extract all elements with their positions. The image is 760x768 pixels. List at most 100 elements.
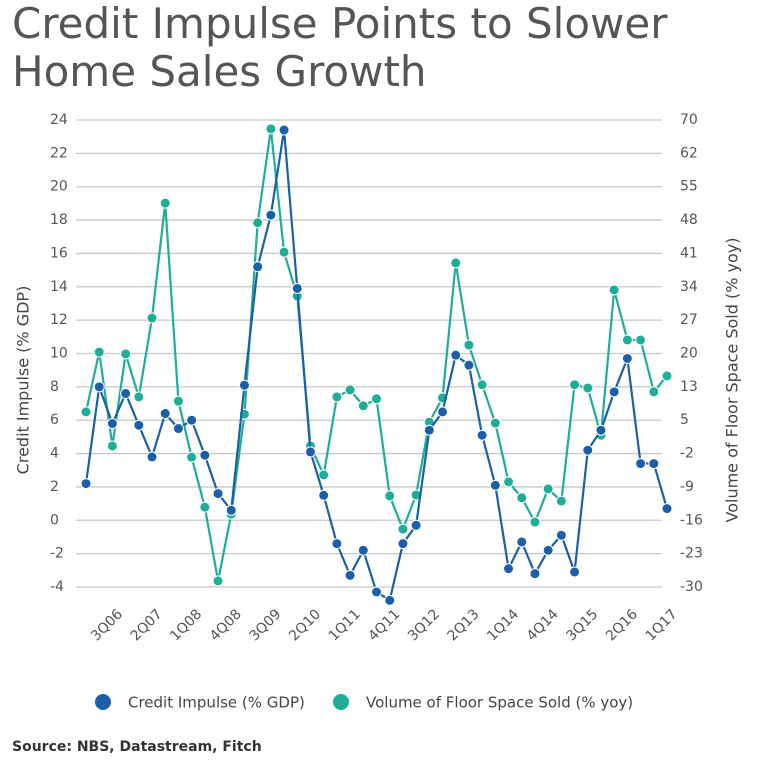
data-point [555, 529, 567, 541]
data-point [595, 424, 607, 436]
y-tick-label: 0 [50, 512, 59, 528]
data-point [225, 504, 237, 516]
data-point [199, 449, 211, 461]
y-tick-label: 6 [50, 412, 59, 428]
y-tick-label: 2 [50, 479, 59, 495]
data-point [344, 384, 356, 396]
data-point [252, 217, 264, 229]
y2-tick-label: -9 [680, 479, 694, 495]
data-point [608, 386, 620, 398]
x-tick-label: 1Q08 [167, 606, 205, 644]
data-point [120, 388, 132, 400]
data-point [661, 503, 673, 515]
data-point [516, 492, 528, 504]
y2-tick-label: 34 [680, 279, 698, 295]
data-point [371, 393, 382, 405]
y-tick-label: 14 [50, 279, 68, 295]
data-point [252, 261, 264, 273]
data-point [542, 483, 554, 495]
data-point [199, 501, 211, 513]
data-point [344, 569, 356, 581]
data-point [93, 346, 105, 358]
data-point [80, 478, 92, 490]
data-point [476, 379, 488, 391]
x-tick-label: 4Q11 [365, 606, 403, 644]
data-point [476, 429, 488, 441]
data-point [331, 538, 343, 550]
data-point [371, 586, 382, 598]
y2-tick-label: 70 [680, 112, 698, 128]
data-point [212, 575, 224, 587]
y-tick-label: 10 [50, 346, 68, 362]
x-tick-label: 1Q17 [643, 606, 681, 644]
data-point [318, 469, 330, 481]
data-point [278, 246, 290, 258]
data-point [516, 536, 528, 548]
y2-tick-label: 62 [680, 145, 698, 161]
data-point [304, 446, 316, 458]
data-point [238, 379, 250, 391]
data-point [621, 353, 633, 365]
data-point [265, 209, 277, 221]
y2-tick-label: -16 [680, 512, 703, 528]
data-point [278, 124, 290, 136]
y-tick-label: 18 [50, 212, 68, 228]
data-point [423, 424, 435, 436]
data-point [146, 312, 158, 324]
data-point [397, 523, 409, 535]
data-point [569, 379, 581, 391]
x-tick-label: 1Q14 [484, 606, 522, 644]
y2-tick-label: -2 [680, 446, 694, 462]
data-point [291, 282, 303, 294]
data-point [489, 417, 501, 429]
x-tick-label: 2Q10 [286, 606, 324, 644]
x-tick-label: 3Q06 [88, 606, 126, 644]
data-point [582, 444, 594, 456]
data-point [384, 594, 396, 606]
y-tick-label: 20 [50, 179, 68, 195]
data-point [146, 451, 158, 463]
data-point [186, 414, 198, 426]
chart-title: Credit Impulse Points to Slower [12, 0, 668, 48]
y-tick-label: -2 [50, 546, 64, 562]
data-point [120, 348, 132, 360]
data-point [582, 382, 594, 394]
x-tick-label: 3Q12 [405, 606, 443, 644]
y2-tick-label: -30 [680, 579, 703, 595]
x-tick-label: 2Q16 [603, 606, 641, 644]
y2-tick-label: 27 [680, 312, 698, 328]
x-tick-label: 4Q08 [207, 606, 245, 644]
x-tick-label: 3Q15 [563, 606, 601, 644]
y2-tick-label: 55 [680, 179, 698, 195]
data-point [503, 563, 515, 575]
data-point [133, 391, 145, 403]
chart-title: Home Sales Growth [12, 47, 427, 96]
legend-label: Volume of Floor Space Sold (% yoy) [366, 694, 633, 712]
legend-label: Credit Impulse (% GDP) [128, 694, 305, 712]
data-point [265, 123, 277, 135]
data-point [648, 386, 660, 398]
data-point [186, 451, 198, 463]
data-point [635, 334, 647, 346]
y2-tick-label: 5 [680, 412, 689, 428]
data-point [106, 418, 118, 430]
data-point [357, 400, 369, 412]
y-tick-label: 24 [50, 112, 68, 128]
y-tick-label: -4 [50, 579, 64, 595]
data-point [106, 440, 118, 452]
data-point [331, 391, 343, 403]
data-point [159, 197, 171, 209]
y-tick-label: 22 [50, 145, 68, 161]
data-point [450, 349, 462, 361]
data-point [463, 339, 475, 351]
y-tick-label: 8 [50, 379, 59, 395]
data-point [635, 458, 647, 470]
data-point [318, 489, 330, 501]
data-point [172, 395, 184, 407]
data-point [463, 359, 475, 371]
data-point [212, 488, 224, 500]
legend-marker [333, 694, 349, 710]
source: Source: NBS, Datastream, Fitch [12, 739, 262, 755]
data-point [661, 370, 673, 382]
y2-tick-label: -23 [680, 546, 703, 562]
